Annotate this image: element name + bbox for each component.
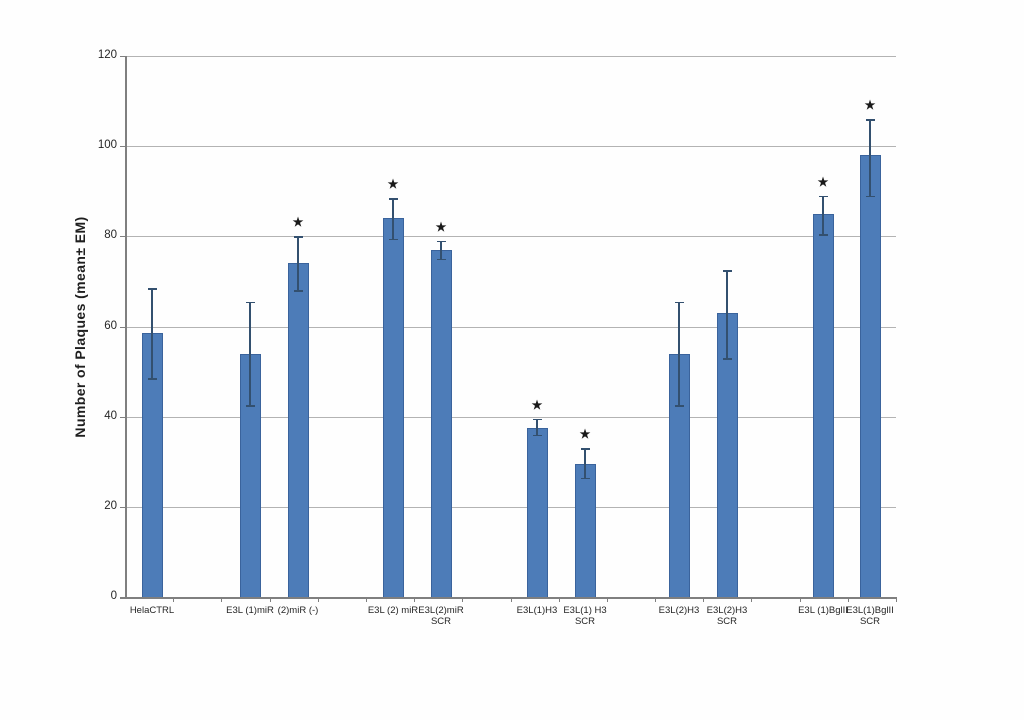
gridline-80 (125, 236, 896, 238)
error-cap-bottom-1 (245, 405, 255, 407)
x-label-0: HelaCTRL (129, 605, 175, 616)
gridline-120 (125, 56, 896, 57)
error-bar-8 (726, 270, 728, 359)
error-cap-top-8 (722, 270, 732, 272)
y-tick-120 (120, 56, 125, 57)
gridline-40 (125, 416, 896, 418)
error-cap-top-7 (674, 301, 684, 304)
significance-star-2: ★ (292, 215, 304, 230)
x-label-6: E3L(1) H3 SCR (563, 605, 607, 628)
error-cap-top-1 (245, 301, 255, 304)
x-label-5: E3L(1)H3 (516, 605, 558, 616)
x-boundary-tick-2 (221, 598, 223, 602)
bar-5 (526, 427, 548, 597)
error-cap-bottom-10 (865, 195, 875, 198)
x-axis-line (120, 597, 897, 599)
error-bar-3 (392, 198, 394, 239)
error-cap-bottom-0 (147, 378, 157, 380)
x-boundary-tick-6 (414, 598, 416, 602)
y-tick-40 (120, 416, 125, 418)
error-cap-top-2 (293, 236, 303, 238)
x-boundary-tick-1 (173, 598, 175, 602)
significance-star-5: ★ (531, 397, 543, 412)
error-cap-bottom-2 (293, 290, 303, 292)
x-boundary-tick-7 (462, 598, 464, 602)
y-tick-100 (120, 146, 125, 148)
error-bar-2 (297, 236, 299, 291)
gridline-60 (125, 326, 896, 328)
error-bar-10 (869, 119, 871, 196)
error-bar-7 (678, 301, 680, 406)
gridline-100 (125, 146, 896, 148)
y-axis-line (125, 56, 127, 598)
x-boundary-tick-3 (269, 598, 271, 602)
x-label-8: E3L(2)H3 SCR (706, 605, 748, 628)
x-boundary-tick-13 (751, 598, 753, 602)
error-cap-top-9 (818, 195, 828, 198)
bar-2 (287, 263, 309, 597)
x-boundary-tick-5 (365, 598, 367, 602)
x-label-10: E3L(1)BglII SCR (846, 605, 894, 628)
y-tick-label-120: 120 (97, 49, 117, 61)
y-tick-60 (120, 326, 125, 328)
x-boundary-tick-9 (558, 598, 560, 602)
error-cap-bottom-9 (818, 234, 828, 236)
significance-star-4: ★ (435, 219, 447, 234)
y-tick-label-60: 60 (104, 319, 117, 332)
error-bar-6 (584, 448, 586, 478)
x-boundary-tick-16 (896, 598, 897, 602)
significance-star-10: ★ (864, 98, 876, 113)
y-tick-label-40: 40 (104, 409, 117, 422)
error-bar-0 (151, 288, 153, 379)
error-cap-bottom-6 (580, 477, 590, 480)
error-cap-top-10 (865, 119, 875, 121)
bar-10 (859, 155, 881, 597)
error-cap-top-3 (388, 198, 398, 200)
x-label-7: E3L(2)H3 (658, 605, 700, 616)
x-label-4: E3L(2)miR SCR (418, 605, 464, 628)
significance-star-9: ★ (817, 174, 829, 189)
x-boundary-tick-15 (847, 598, 849, 602)
x-boundary-tick-12 (703, 598, 705, 602)
significance-star-6: ★ (579, 427, 591, 442)
x-label-3: E3L (2) miR (367, 605, 419, 616)
error-cap-top-4 (436, 240, 446, 243)
y-tick-20 (120, 506, 125, 508)
error-bar-4 (440, 240, 442, 259)
y-tick-label-80: 80 (104, 229, 117, 242)
x-label-9: E3L (1)BglII (798, 605, 848, 616)
error-cap-top-6 (580, 448, 590, 450)
significance-star-3: ★ (387, 177, 399, 191)
bar-3 (382, 218, 404, 597)
bar-9 (812, 213, 834, 597)
bar-4 (430, 249, 452, 597)
x-boundary-tick-8 (510, 598, 512, 602)
error-cap-top-0 (147, 288, 157, 290)
error-cap-bottom-4 (436, 258, 446, 261)
x-boundary-tick-14 (799, 598, 801, 602)
x-boundary-tick-4 (317, 598, 319, 602)
y-tick-label-100: 100 (97, 139, 117, 152)
error-cap-top-5 (532, 418, 542, 421)
y-tick-80 (120, 236, 125, 238)
error-cap-bottom-8 (722, 358, 732, 360)
x-label-1: E3L (1)miR (226, 605, 274, 616)
gridline-20 (125, 506, 896, 508)
error-bar-5 (536, 418, 538, 435)
error-cap-bottom-7 (674, 405, 684, 407)
x-boundary-tick-10 (606, 598, 608, 602)
y-tick-label-0: 0 (110, 590, 117, 602)
x-label-2: (2)miR (-) (277, 605, 319, 616)
error-cap-bottom-5 (532, 434, 542, 437)
error-cap-bottom-3 (388, 238, 398, 241)
y-tick-label-20: 20 (104, 499, 117, 512)
error-bar-1 (249, 301, 251, 406)
x-boundary-tick-11 (655, 598, 657, 602)
bar-6 (574, 464, 596, 597)
error-bar-9 (822, 195, 824, 235)
